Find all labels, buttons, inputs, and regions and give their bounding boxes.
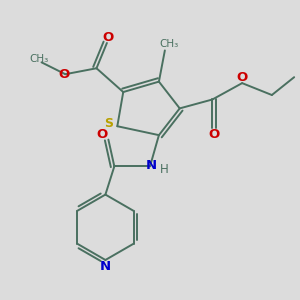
Text: O: O	[236, 71, 248, 84]
Text: O: O	[208, 128, 220, 141]
Text: O: O	[58, 68, 69, 81]
Text: CH₃: CH₃	[160, 40, 179, 50]
Text: N: N	[146, 159, 157, 172]
Text: O: O	[96, 128, 107, 141]
Text: S: S	[104, 117, 113, 130]
Text: CH₃: CH₃	[29, 54, 48, 64]
Text: O: O	[103, 31, 114, 44]
Text: H: H	[160, 164, 169, 176]
Text: N: N	[100, 260, 111, 273]
